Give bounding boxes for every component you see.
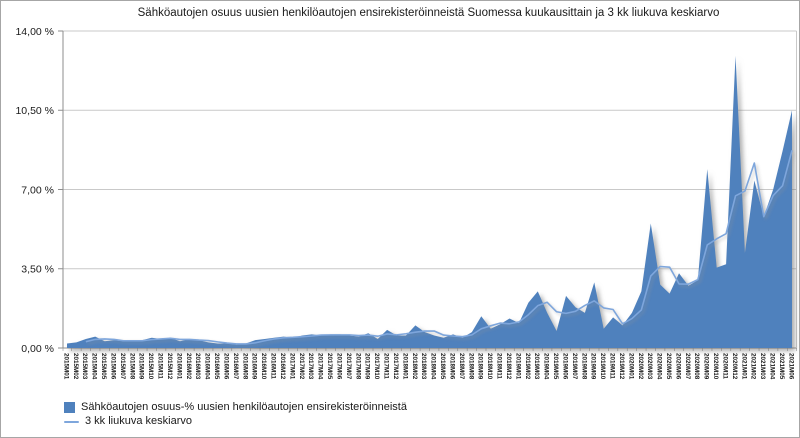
svg-text:2017M04: 2017M04	[317, 353, 324, 380]
svg-text:2020M11: 2020M11	[721, 353, 728, 379]
svg-text:2019M05: 2019M05	[552, 353, 559, 380]
svg-text:2020M06: 2020M06	[674, 353, 681, 380]
svg-text:2017M02: 2017M02	[298, 353, 305, 380]
svg-text:2017M05: 2017M05	[326, 353, 333, 380]
svg-text:2015M12: 2015M12	[166, 353, 173, 380]
svg-text:2019M09: 2019M09	[590, 353, 597, 380]
svg-text:2015M10: 2015M10	[147, 353, 154, 380]
svg-text:2016M03: 2016M03	[194, 353, 201, 380]
svg-text:2019M04: 2019M04	[543, 353, 550, 380]
svg-text:2021M01: 2021M01	[740, 353, 747, 380]
svg-text:2015M03: 2015M03	[81, 353, 88, 380]
svg-text:2018M04: 2018M04	[430, 353, 437, 380]
svg-text:2020M03: 2020M03	[646, 353, 653, 380]
svg-text:2016M01: 2016M01	[175, 353, 182, 380]
legend-line-label: 3 kk liukuva keskiarvo	[85, 415, 192, 427]
svg-text:2017M09: 2017M09	[364, 353, 371, 380]
svg-text:2018M09: 2018M09	[477, 353, 484, 380]
svg-text:2016M07: 2016M07	[232, 353, 239, 380]
svg-text:2020M07: 2020M07	[684, 353, 691, 380]
svg-text:2020M05: 2020M05	[665, 353, 672, 380]
svg-text:2016M09: 2016M09	[251, 353, 258, 380]
svg-text:2019M03: 2019M03	[533, 353, 540, 380]
svg-text:2015M11: 2015M11	[157, 353, 164, 379]
svg-text:2017M10: 2017M10	[373, 353, 380, 380]
svg-text:2017M11: 2017M11	[383, 353, 390, 379]
area-series-swatch-icon	[64, 402, 75, 413]
svg-text:2015M09: 2015M09	[138, 353, 145, 380]
svg-text:2015M01: 2015M01	[62, 353, 69, 380]
svg-text:7,00 %: 7,00 %	[21, 184, 54, 196]
svg-text:2016M02: 2016M02	[185, 353, 192, 380]
svg-text:2019M01: 2019M01	[514, 353, 521, 380]
y-gridlines	[58, 30, 797, 349]
svg-text:2016M06: 2016M06	[222, 353, 229, 380]
svg-text:2017M03: 2017M03	[307, 353, 314, 380]
svg-text:2019M12: 2019M12	[618, 353, 625, 380]
svg-text:2019M10: 2019M10	[599, 353, 606, 380]
svg-text:2017M08: 2017M08	[354, 353, 361, 380]
svg-text:2018M03: 2018M03	[420, 353, 427, 380]
svg-text:2021M02: 2021M02	[750, 353, 757, 380]
svg-text:2017M06: 2017M06	[335, 353, 342, 380]
svg-text:3,50 %: 3,50 %	[21, 264, 54, 276]
svg-text:2017M01: 2017M01	[288, 353, 295, 380]
svg-text:2016M11: 2016M11	[270, 353, 277, 379]
line-series-swatch-icon	[64, 420, 79, 423]
chart-legend: Sähköautojen osuus-% uusien henkilöautoj…	[64, 401, 407, 428]
svg-text:14,00 %: 14,00 %	[15, 26, 54, 38]
svg-text:2021M04: 2021M04	[769, 353, 776, 380]
svg-text:2018M08: 2018M08	[467, 353, 474, 380]
legend-area-label: Sähköautojen osuus-% uusien henkilöautoj…	[81, 401, 407, 413]
svg-text:2019M02: 2019M02	[524, 353, 531, 380]
svg-text:2021M05: 2021M05	[778, 353, 785, 380]
x-axis-labels: 2015M01 2015M02 2015M03 2015M04 2015M05 2015M…	[62, 353, 794, 380]
svg-text:2015M05: 2015M05	[100, 353, 107, 380]
svg-text:2015M07: 2015M07	[119, 353, 126, 380]
svg-text:2018M07: 2018M07	[458, 353, 465, 380]
svg-text:2019M11: 2019M11	[609, 353, 616, 379]
svg-text:2020M04: 2020M04	[656, 353, 663, 380]
svg-text:0,00 %: 0,00 %	[21, 343, 54, 355]
svg-text:2017M12: 2017M12	[392, 353, 399, 380]
svg-text:2016M10: 2016M10	[260, 353, 267, 380]
svg-text:2019M06: 2019M06	[561, 353, 568, 380]
svg-text:2017M07: 2017M07	[345, 353, 352, 380]
svg-text:2020M10: 2020M10	[712, 353, 719, 380]
svg-text:2020M12: 2020M12	[731, 353, 738, 380]
svg-text:2021M03: 2021M03	[759, 353, 766, 380]
area-series	[67, 55, 792, 348]
legend-item-area-series: Sähköautojen osuus-% uusien henkilöautoj…	[64, 401, 407, 414]
svg-text:2020M01: 2020M01	[627, 353, 634, 380]
svg-text:2018M05: 2018M05	[439, 353, 446, 380]
svg-text:2018M12: 2018M12	[505, 353, 512, 380]
svg-text:2018M06: 2018M06	[448, 353, 455, 380]
svg-text:2016M08: 2016M08	[241, 353, 248, 380]
svg-text:2020M09: 2020M09	[703, 353, 710, 380]
svg-text:2020M08: 2020M08	[693, 353, 700, 380]
svg-text:10,50 %: 10,50 %	[15, 105, 54, 117]
svg-text:2016M12: 2016M12	[279, 353, 286, 380]
svg-text:2018M01: 2018M01	[401, 353, 408, 380]
svg-text:2020M02: 2020M02	[637, 353, 644, 380]
moving-average-line	[85, 150, 793, 345]
svg-text:2016M04: 2016M04	[204, 353, 211, 380]
svg-text:2019M08: 2019M08	[580, 353, 587, 380]
svg-text:2015M08: 2015M08	[128, 353, 135, 380]
svg-text:2015M06: 2015M06	[109, 353, 116, 380]
svg-text:2018M02: 2018M02	[411, 353, 418, 380]
svg-text:2016M05: 2016M05	[213, 353, 220, 380]
legend-item-ma-line: 3 kk liukuva keskiarvo	[64, 415, 407, 428]
svg-text:2015M02: 2015M02	[72, 353, 79, 380]
svg-text:2021M06: 2021M06	[787, 353, 794, 380]
y-axis-labels: 0,00 % 3,50 % 7,00 % 10,50 % 14,00 %	[15, 26, 54, 355]
svg-text:2019M07: 2019M07	[571, 353, 578, 380]
x-axis-ticks	[62, 348, 798, 351]
svg-text:2015M04: 2015M04	[91, 353, 98, 380]
svg-text:2018M11: 2018M11	[496, 353, 503, 379]
chart-title: Sähköautojen osuus uusien henkilöautojen…	[137, 7, 720, 19]
svg-text:2018M10: 2018M10	[486, 353, 493, 380]
